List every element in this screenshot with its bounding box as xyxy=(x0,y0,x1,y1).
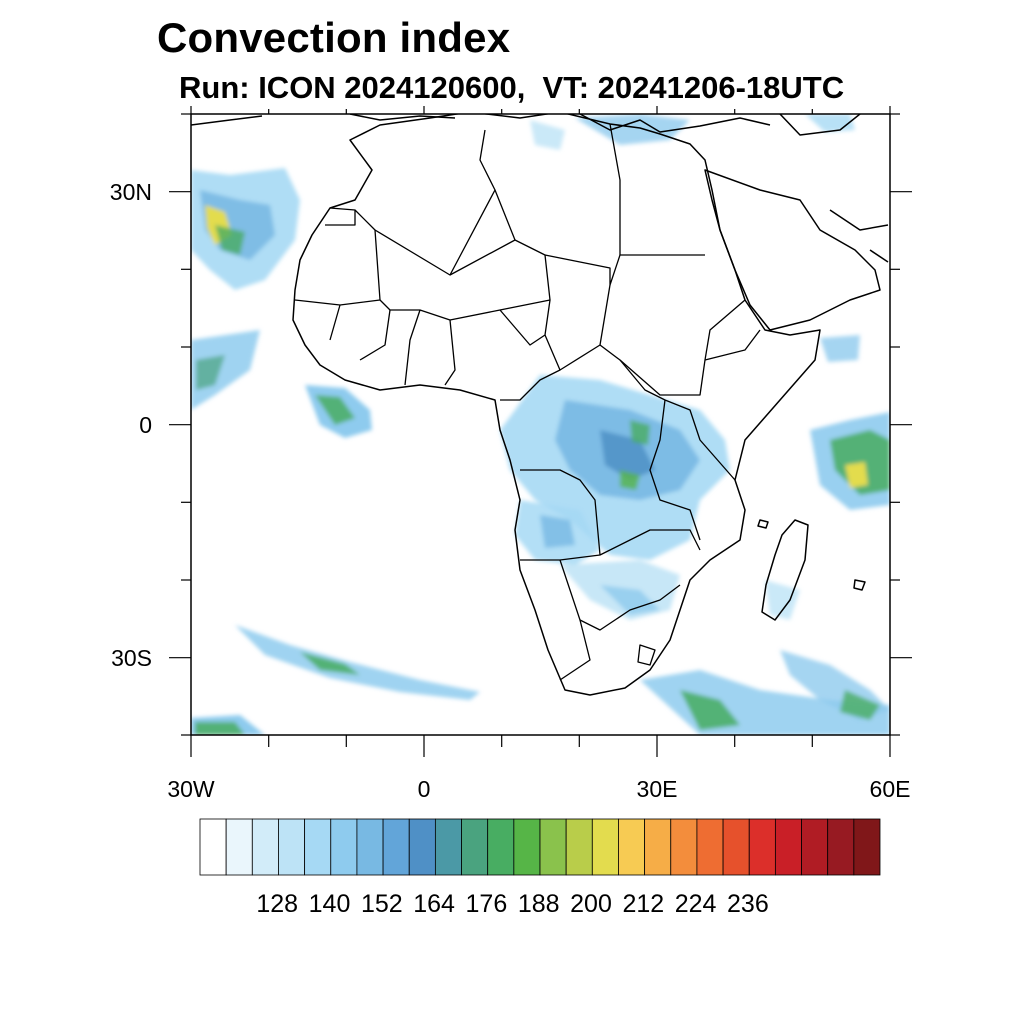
colorbar-swatch xyxy=(618,818,646,876)
colorbar-swatch xyxy=(565,818,593,876)
colorbar-swatch xyxy=(696,818,724,876)
x-tick-label-30w: 30W xyxy=(167,776,215,802)
map-title: Convection index xyxy=(157,14,511,61)
colorbar-label: 164 xyxy=(413,890,455,918)
y-tick-label-30s: 30S xyxy=(111,645,152,671)
colorbar-label: 236 xyxy=(727,890,769,918)
colorbar-swatch xyxy=(801,818,829,876)
colorbar xyxy=(199,818,881,876)
colorbar-swatch xyxy=(670,818,698,876)
x-tick-label-60e: 60E xyxy=(870,776,911,802)
coastlines xyxy=(191,114,889,696)
colorbar-label: 140 xyxy=(309,890,351,918)
colorbar-swatch xyxy=(356,818,384,876)
y-axis-labels: 30N 0 30S xyxy=(110,179,152,671)
x-tick-label-30e: 30E xyxy=(637,776,678,802)
y-tick-label-30n: 30N xyxy=(110,179,152,205)
colorbar-swatch xyxy=(199,818,227,876)
colorbar-swatch xyxy=(722,818,750,876)
colorbar-swatch xyxy=(304,818,332,876)
colorbar-swatch xyxy=(644,818,672,876)
colorbar-swatch xyxy=(408,818,436,876)
colorbar-swatch xyxy=(278,818,306,876)
colorbar-swatch xyxy=(487,818,515,876)
x-axis-labels: 30W 0 30E 60E xyxy=(167,776,910,802)
colorbar-swatch xyxy=(330,818,358,876)
colorbar-swatch xyxy=(748,818,776,876)
country-borders xyxy=(294,123,761,681)
colorbar-swatch xyxy=(461,818,489,876)
colorbar-swatch xyxy=(827,818,855,876)
colorbar-swatch xyxy=(251,818,279,876)
colorbar-swatch xyxy=(774,818,802,876)
x-tick-label-0: 0 xyxy=(418,776,431,802)
y-tick-label-0: 0 xyxy=(139,412,152,438)
colorbar-labels: 128 140 152 164 176 188 200 212 224 236 xyxy=(256,890,768,918)
colorbar-label: 128 xyxy=(256,890,298,918)
colorbar-label: 152 xyxy=(361,890,403,918)
axis-ticks xyxy=(169,106,912,757)
colorbar-swatch xyxy=(382,818,410,876)
colorbar-label: 212 xyxy=(622,890,664,918)
convection-field xyxy=(191,114,890,735)
map-subtitle: Run: ICON 2024120600, VT: 20241206-18UTC xyxy=(179,70,845,105)
colorbar-label: 176 xyxy=(466,890,508,918)
colorbar-swatch xyxy=(591,818,619,876)
colorbar-label: 200 xyxy=(570,890,612,918)
colorbar-swatch xyxy=(853,818,881,876)
colorbar-swatch xyxy=(225,818,253,876)
colorbar-swatch xyxy=(434,818,462,876)
colorbar-label: 224 xyxy=(675,890,717,918)
colorbar-label: 188 xyxy=(518,890,560,918)
colorbar-swatch xyxy=(539,818,567,876)
colorbar-swatch xyxy=(513,818,541,876)
